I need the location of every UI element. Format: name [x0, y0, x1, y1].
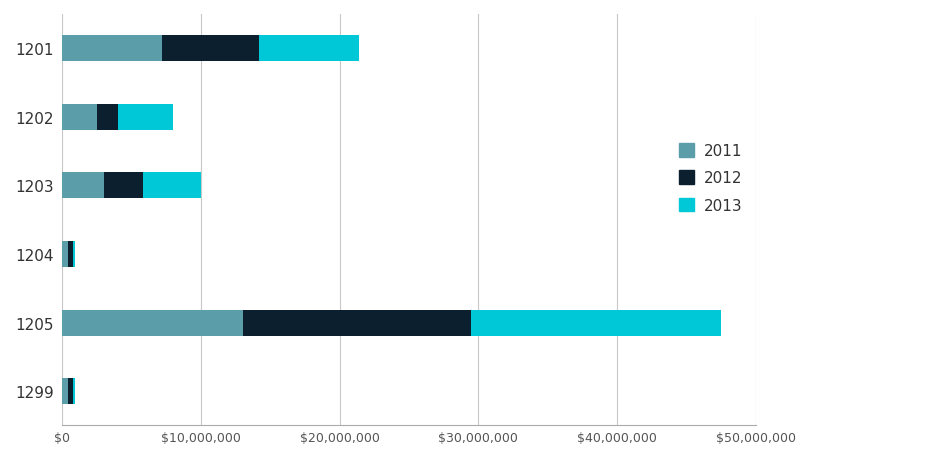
- Bar: [259, 36, 359, 62]
- Bar: [117, 105, 173, 131]
- Bar: [104, 173, 143, 199]
- Bar: [62, 378, 68, 404]
- Bar: [62, 36, 161, 62]
- Bar: [62, 310, 243, 336]
- Bar: [73, 241, 75, 268]
- Legend: 2011, 2012, 2013: 2011, 2012, 2013: [672, 138, 748, 219]
- Bar: [68, 241, 73, 268]
- Bar: [143, 173, 201, 199]
- Bar: [96, 105, 117, 131]
- Bar: [62, 241, 68, 268]
- Bar: [471, 310, 720, 336]
- Bar: [161, 36, 259, 62]
- Bar: [243, 310, 471, 336]
- Bar: [68, 378, 73, 404]
- Bar: [62, 105, 96, 131]
- Bar: [73, 378, 75, 404]
- Bar: [62, 173, 104, 199]
